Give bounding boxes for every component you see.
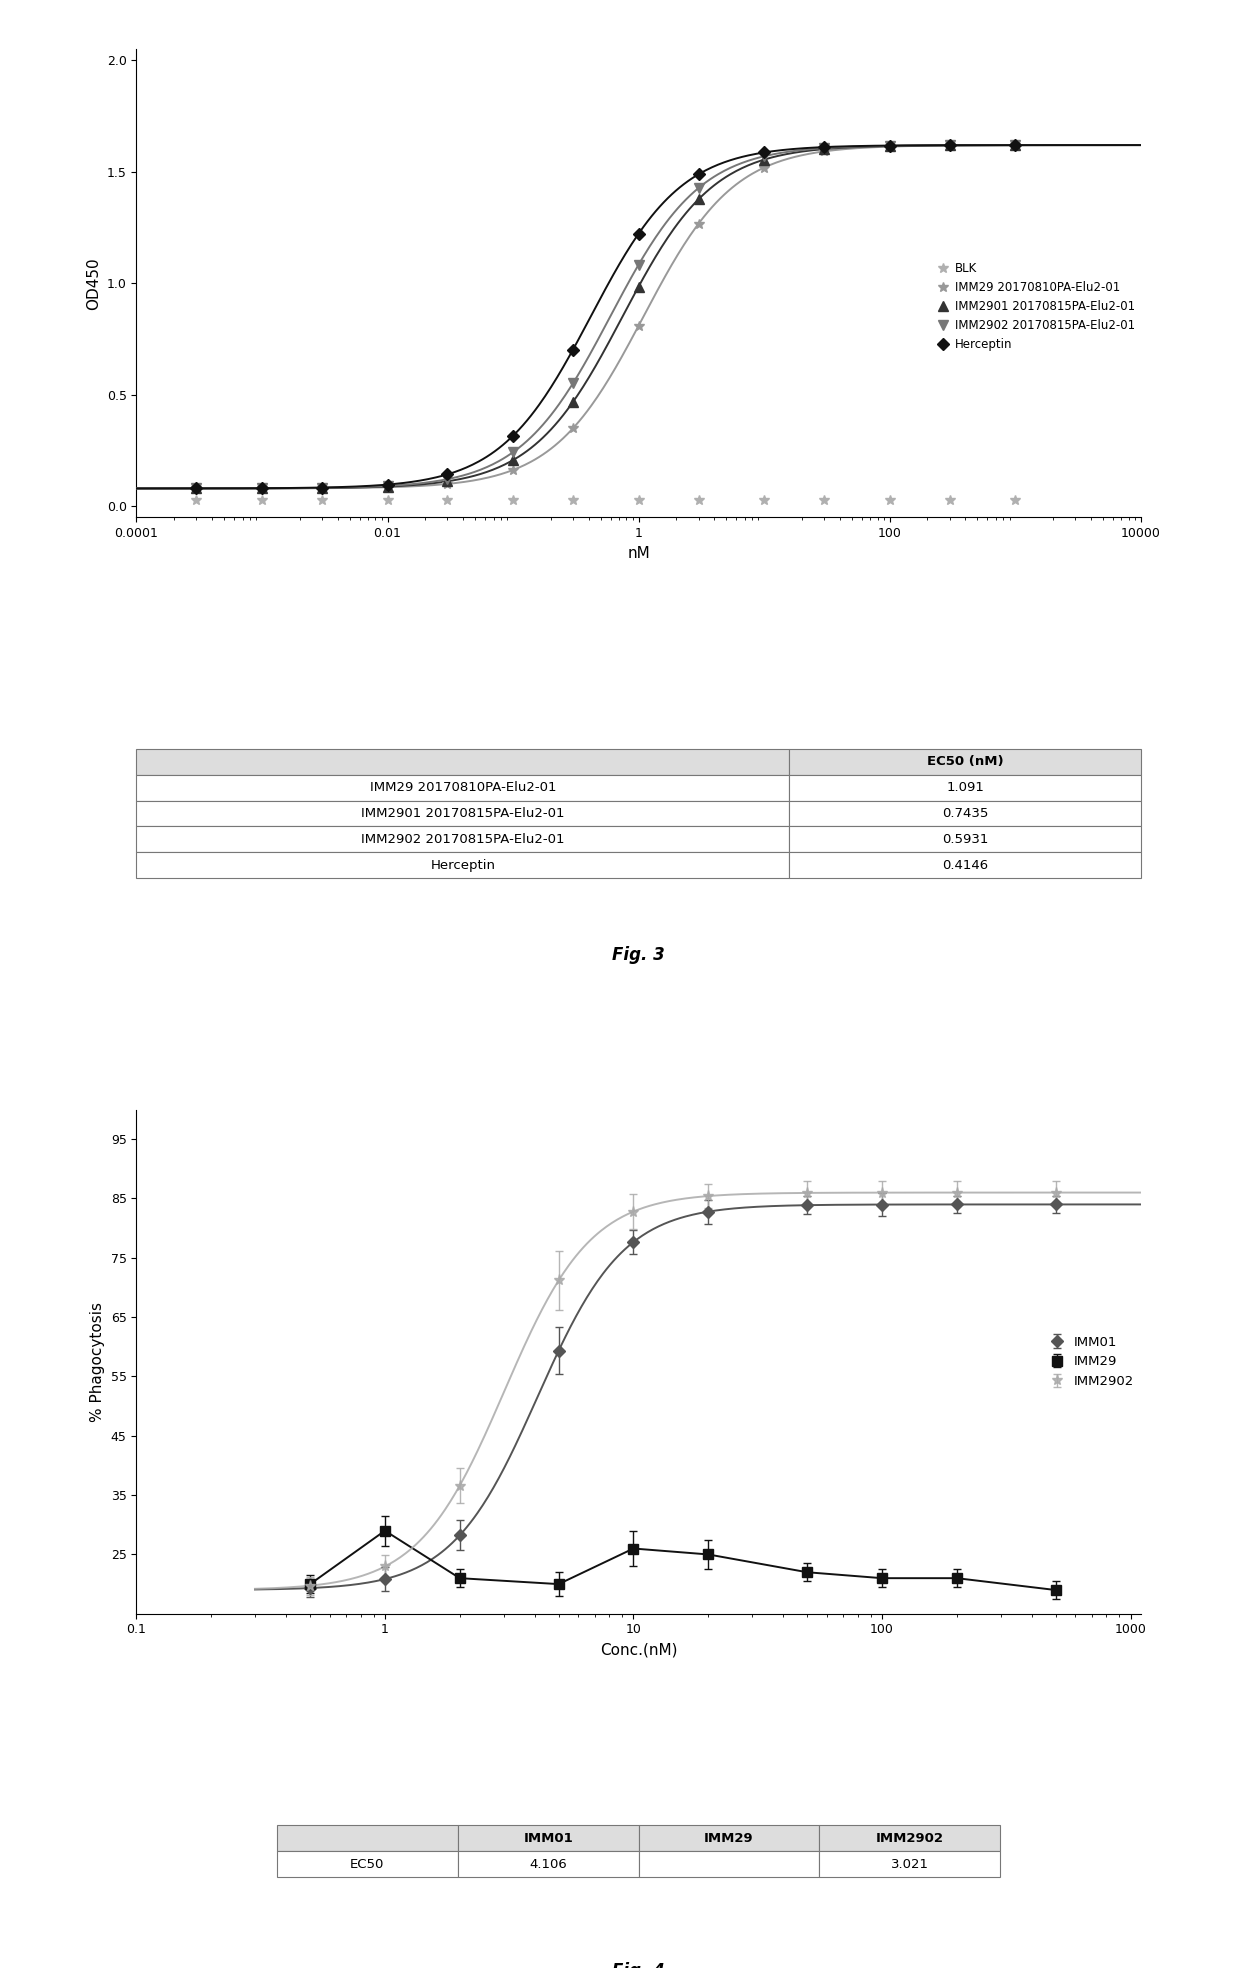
BLK (188, 488, 203, 512)
IMM2901 20170815PA-Elu2-01 (506, 449, 521, 472)
IMM29 20170810PA-Elu2-01 (1008, 134, 1023, 157)
Herceptin (631, 222, 646, 246)
BLK (440, 488, 455, 512)
BLK (565, 488, 580, 512)
IMM2901 20170815PA-Elu2-01 (440, 470, 455, 494)
IMM29 20170810PA-Elu2-01 (506, 459, 521, 482)
Line: IMM2901 20170815PA-Elu2-01: IMM2901 20170815PA-Elu2-01 (191, 140, 1021, 494)
IMM29 20170810PA-Elu2-01 (883, 134, 898, 157)
IMM2902 20170815PA-Elu2-01 (506, 441, 521, 464)
IMM29 20170810PA-Elu2-01 (631, 315, 646, 338)
BLK (254, 488, 269, 512)
Text: Fig. 4: Fig. 4 (613, 1962, 665, 1968)
IMM2902 20170815PA-Elu2-01 (756, 144, 771, 167)
IMM2901 20170815PA-Elu2-01 (756, 148, 771, 171)
IMM2901 20170815PA-Elu2-01 (817, 138, 832, 161)
BLK (379, 488, 394, 512)
Herceptin (379, 472, 394, 496)
IMM2901 20170815PA-Elu2-01 (631, 276, 646, 299)
IMM2901 20170815PA-Elu2-01 (883, 134, 898, 157)
X-axis label: Conc.(nM): Conc.(nM) (600, 1641, 677, 1657)
IMM29 20170810PA-Elu2-01 (188, 476, 203, 500)
Legend: IMM01, IMM29, IMM2902: IMM01, IMM29, IMM2902 (1048, 1336, 1135, 1387)
BLK (817, 488, 832, 512)
IMM2901 20170815PA-Elu2-01 (188, 476, 203, 500)
IMM2902 20170815PA-Elu2-01 (565, 372, 580, 396)
Line: BLK: BLK (191, 494, 1021, 504)
Herceptin (506, 423, 521, 447)
IMM29 20170810PA-Elu2-01 (315, 476, 330, 500)
Line: IMM29 20170810PA-Elu2-01: IMM29 20170810PA-Elu2-01 (191, 140, 1021, 494)
BLK (315, 488, 330, 512)
IMM29 20170810PA-Elu2-01 (379, 476, 394, 500)
Legend: BLK, IMM29 20170810PA-Elu2-01, IMM2901 20170815PA-Elu2-01, IMM2902 20170815PA-El: BLK, IMM29 20170810PA-Elu2-01, IMM2901 2… (936, 262, 1135, 350)
IMM2901 20170815PA-Elu2-01 (254, 476, 269, 500)
IMM29 20170810PA-Elu2-01 (817, 140, 832, 163)
Herceptin (565, 338, 580, 362)
IMM2902 20170815PA-Elu2-01 (254, 476, 269, 500)
BLK (506, 488, 521, 512)
BLK (942, 488, 957, 512)
X-axis label: nM: nM (627, 545, 650, 561)
IMM2902 20170815PA-Elu2-01 (691, 177, 706, 201)
IMM2902 20170815PA-Elu2-01 (440, 466, 455, 490)
BLK (631, 488, 646, 512)
IMM2901 20170815PA-Elu2-01 (691, 187, 706, 211)
IMM2902 20170815PA-Elu2-01 (817, 136, 832, 159)
IMM2901 20170815PA-Elu2-01 (379, 474, 394, 498)
BLK (691, 488, 706, 512)
Herceptin (188, 476, 203, 500)
IMM2902 20170815PA-Elu2-01 (188, 476, 203, 500)
Text: Fig. 3: Fig. 3 (613, 947, 665, 964)
IMM29 20170810PA-Elu2-01 (691, 213, 706, 236)
Line: Herceptin: Herceptin (192, 142, 1019, 492)
IMM2901 20170815PA-Elu2-01 (942, 134, 957, 157)
IMM29 20170810PA-Elu2-01 (440, 472, 455, 496)
IMM2902 20170815PA-Elu2-01 (883, 134, 898, 157)
BLK (756, 488, 771, 512)
IMM29 20170810PA-Elu2-01 (756, 155, 771, 179)
Herceptin (691, 163, 706, 187)
Herceptin (315, 476, 330, 500)
IMM2901 20170815PA-Elu2-01 (565, 390, 580, 413)
IMM29 20170810PA-Elu2-01 (942, 134, 957, 157)
IMM2902 20170815PA-Elu2-01 (631, 252, 646, 276)
IMM2902 20170815PA-Elu2-01 (1008, 134, 1023, 157)
Y-axis label: % Phagocytosis: % Phagocytosis (91, 1301, 105, 1421)
IMM2901 20170815PA-Elu2-01 (1008, 134, 1023, 157)
Herceptin (883, 134, 898, 157)
Line: IMM2902 20170815PA-Elu2-01: IMM2902 20170815PA-Elu2-01 (191, 140, 1021, 494)
IMM2902 20170815PA-Elu2-01 (315, 476, 330, 500)
BLK (883, 488, 898, 512)
IMM2901 20170815PA-Elu2-01 (315, 476, 330, 500)
Herceptin (1008, 134, 1023, 157)
Herceptin (756, 140, 771, 163)
IMM29 20170810PA-Elu2-01 (565, 417, 580, 441)
IMM2902 20170815PA-Elu2-01 (379, 474, 394, 498)
Herceptin (254, 476, 269, 500)
IMM29 20170810PA-Elu2-01 (254, 476, 269, 500)
IMM2902 20170815PA-Elu2-01 (942, 134, 957, 157)
Herceptin (440, 462, 455, 486)
Herceptin (942, 134, 957, 157)
Y-axis label: OD450: OD450 (86, 258, 102, 309)
Herceptin (817, 136, 832, 159)
BLK (1008, 488, 1023, 512)
